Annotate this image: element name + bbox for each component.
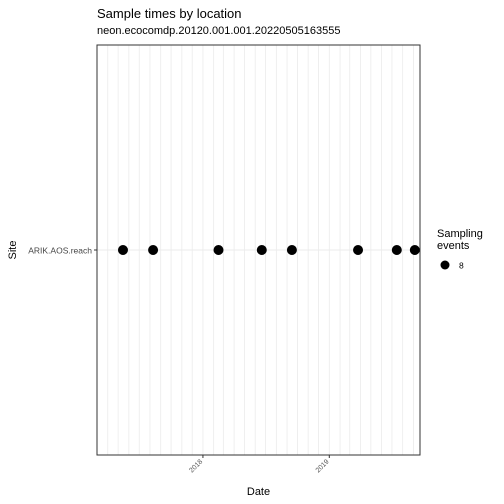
legend-key bbox=[440, 260, 450, 270]
x-axis-title: Date bbox=[247, 486, 270, 498]
y-axis-title: Site bbox=[7, 241, 19, 260]
legend-title: Sampling events bbox=[437, 228, 483, 252]
data-point bbox=[409, 245, 420, 255]
data-point bbox=[256, 245, 267, 255]
x-tick-label: 2018 bbox=[188, 458, 204, 474]
data-point bbox=[213, 245, 224, 255]
chart-title: Sample times by location bbox=[97, 6, 242, 21]
chart-subtitle: neon.ecocomdp.20120.001.001.202205051635… bbox=[97, 25, 341, 37]
y-tick-label: ARIK.AOS.reach bbox=[28, 246, 92, 256]
data-point bbox=[286, 245, 297, 255]
data-point bbox=[148, 245, 159, 255]
data-point bbox=[391, 245, 402, 255]
x-tick-label: 2019 bbox=[315, 458, 331, 474]
data-point bbox=[353, 245, 364, 255]
data-point bbox=[117, 245, 128, 255]
legend-label: 8 bbox=[459, 261, 464, 271]
